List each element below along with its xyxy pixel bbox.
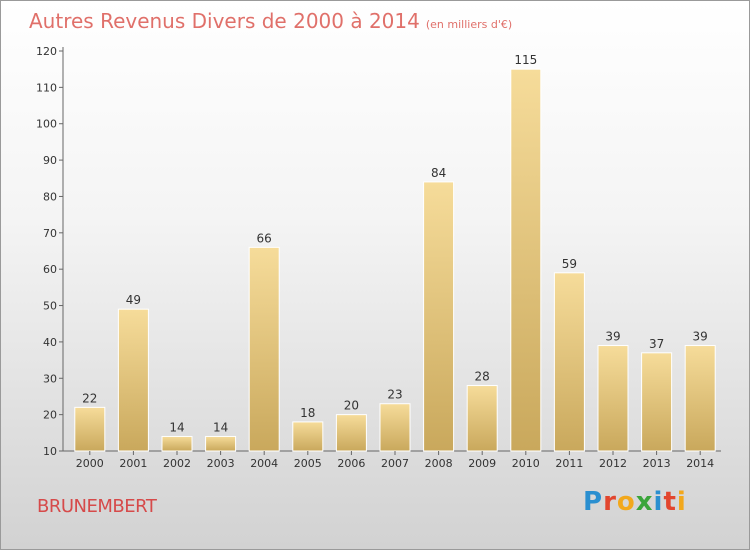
x-tick-label: 2014 <box>686 457 714 470</box>
x-tick-label: 2000 <box>76 457 104 470</box>
chart-subtitle: (en milliers d'€) <box>425 18 513 31</box>
y-tick-label: 100 <box>36 118 57 131</box>
x-tick-label: 2004 <box>250 457 278 470</box>
bar <box>553 272 585 452</box>
x-tick-label: 2009 <box>468 457 496 470</box>
x-tick-label: 2012 <box>599 457 627 470</box>
bar-value-label: 18 <box>300 406 315 420</box>
bar-value-label: 59 <box>562 257 577 271</box>
y-tick-label: 60 <box>43 263 57 276</box>
x-tick-label: 2013 <box>643 457 671 470</box>
bar-value-label: 14 <box>213 420 228 434</box>
bar <box>466 385 498 452</box>
y-tick-label: 40 <box>43 336 57 349</box>
y-tick-label: 70 <box>43 227 57 240</box>
bar <box>684 345 716 452</box>
y-tick-label: 80 <box>43 190 57 203</box>
x-tick-label: 2001 <box>119 457 147 470</box>
place-name: BRUNEMBERT <box>37 496 157 517</box>
bar-value-label: 14 <box>169 420 184 434</box>
y-tick-label: 110 <box>36 81 57 94</box>
bar <box>379 403 411 452</box>
x-tick-label: 2006 <box>337 457 365 470</box>
bar <box>161 435 193 452</box>
bar-value-label: 49 <box>126 293 141 307</box>
chart-title: Autres Revenus Divers de 2000 à 2014 (en … <box>29 9 512 33</box>
bar-value-label: 84 <box>431 166 446 180</box>
bar <box>74 406 106 452</box>
bar <box>597 345 629 452</box>
logo-letter: i <box>676 487 687 517</box>
proxiti-logo: Proxiti <box>583 487 687 517</box>
logo-letter: t <box>663 487 677 517</box>
x-tick-label: 2002 <box>163 457 191 470</box>
y-tick-label: 20 <box>43 409 57 422</box>
logo-letter: P <box>583 487 604 517</box>
x-tick-label: 2008 <box>425 457 453 470</box>
y-tick-label: 30 <box>43 372 57 385</box>
bar-value-label: 66 <box>257 231 272 245</box>
y-tick-label: 90 <box>43 154 57 167</box>
logo-letter: o <box>616 487 636 517</box>
y-tick-label: 50 <box>43 300 57 313</box>
bar-value-label: 37 <box>649 337 664 351</box>
bar <box>117 308 149 452</box>
x-tick-label: 2010 <box>512 457 540 470</box>
x-tick-label: 2011 <box>555 457 583 470</box>
logo-letter: i <box>653 487 664 517</box>
bar <box>248 246 280 452</box>
bar <box>205 435 237 452</box>
x-tick-label: 2003 <box>207 457 235 470</box>
bar <box>510 68 542 452</box>
bar-value-label: 39 <box>693 330 708 344</box>
x-tick-label: 2005 <box>294 457 322 470</box>
x-tick-label: 2007 <box>381 457 409 470</box>
bar-value-label: 20 <box>344 399 359 413</box>
bar <box>335 414 367 452</box>
bar <box>423 181 455 452</box>
bar-value-label: 22 <box>82 391 97 405</box>
bar-value-label: 23 <box>387 388 402 402</box>
bar-value-label: 115 <box>514 53 537 67</box>
y-tick-label: 10 <box>43 445 57 458</box>
logo-letter: x <box>635 487 654 517</box>
y-tick-label: 120 <box>36 45 57 58</box>
bar <box>641 352 673 452</box>
title-text: Autres Revenus Divers de 2000 à 2014 <box>29 9 420 33</box>
bar-value-label: 39 <box>605 330 620 344</box>
bar-value-label: 28 <box>475 370 490 384</box>
bar <box>292 421 324 452</box>
logo-letter: r <box>603 487 617 517</box>
